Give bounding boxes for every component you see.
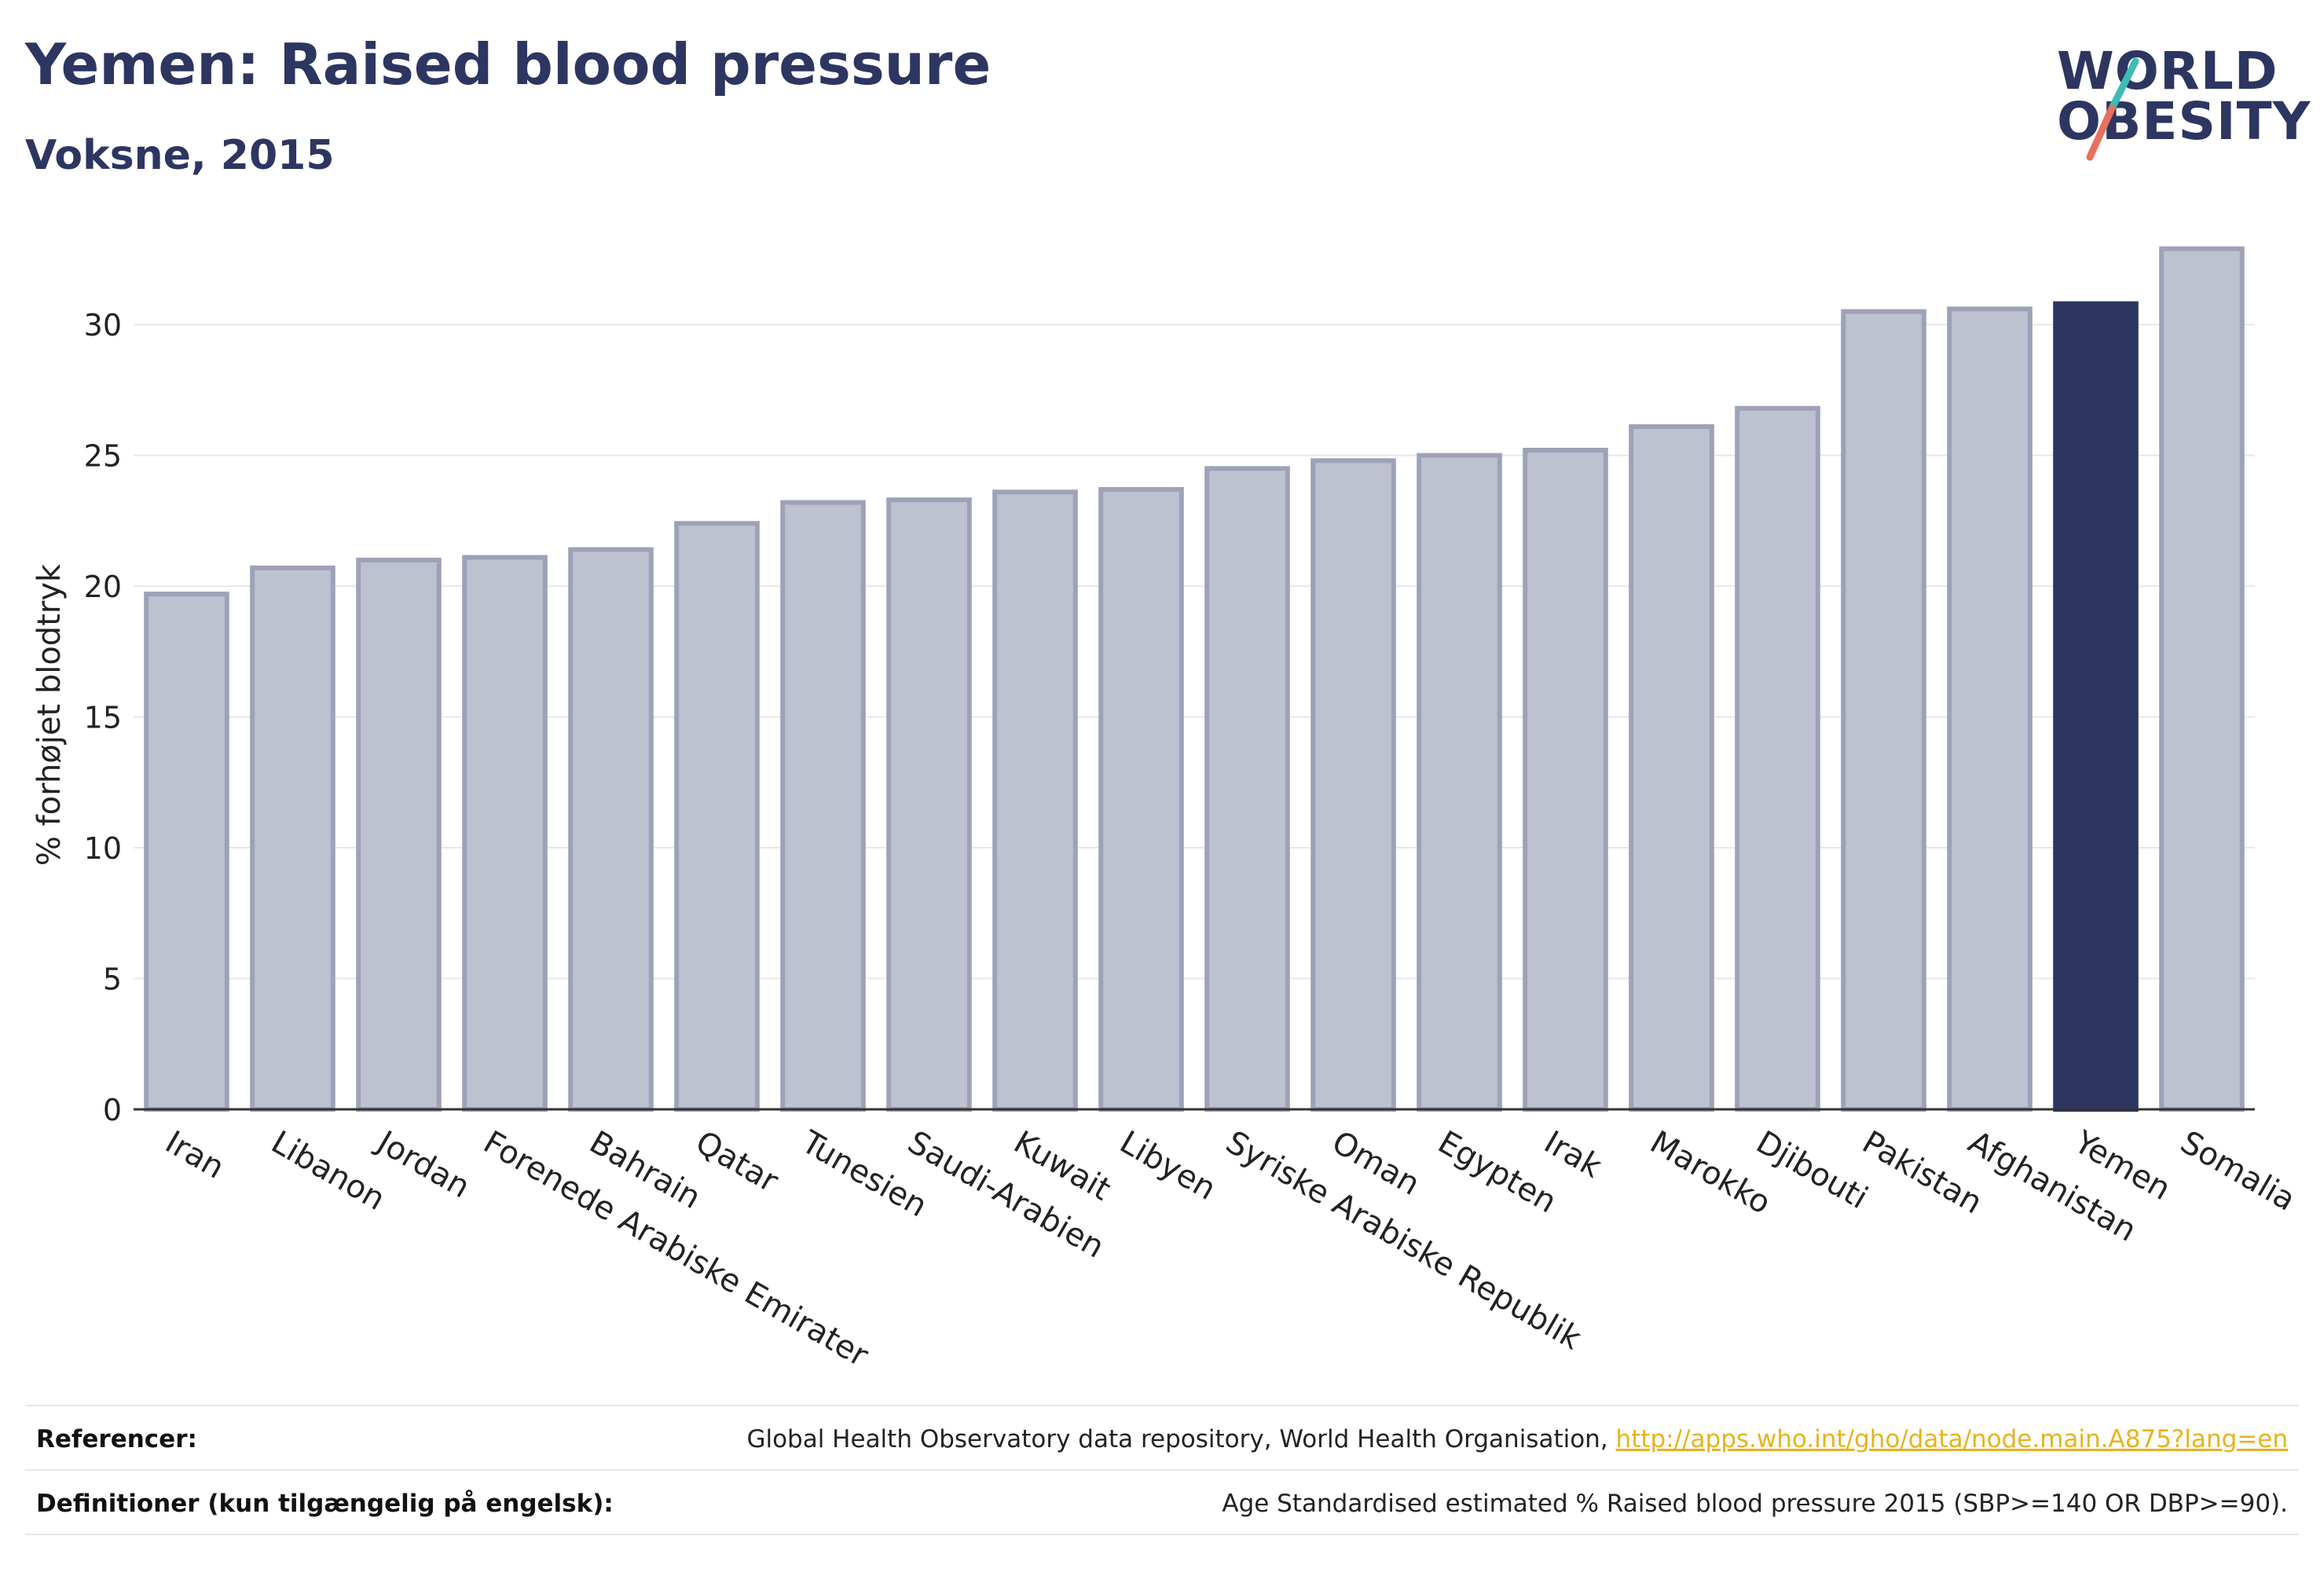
- logo-slash-icon: [2086, 57, 2139, 161]
- y-tick-label: 25: [84, 439, 122, 474]
- bar-somalia[interactable]: [2159, 246, 2245, 1112]
- world-obesity-logo: WORLD OBESITY: [2051, 39, 2310, 165]
- y-tick-label: 15: [84, 701, 122, 735]
- bar-bahrain[interactable]: [568, 547, 654, 1112]
- bar-yemen[interactable]: [2053, 301, 2139, 1112]
- y-tick-label: 20: [84, 570, 122, 604]
- grid-lines: [134, 324, 2255, 980]
- bar-afghanistan[interactable]: [1947, 306, 2033, 1112]
- bar-marokko[interactable]: [1629, 424, 1714, 1112]
- bar-egypten[interactable]: [1417, 453, 1502, 1112]
- bar-pakistan[interactable]: [1841, 309, 1926, 1112]
- references-text: Global Health Observatory data repositor…: [746, 1425, 1616, 1453]
- bar-tunesien[interactable]: [780, 500, 866, 1112]
- x-tick-label: Libanon: [266, 1124, 391, 1218]
- references-label: Referencer:: [36, 1425, 197, 1453]
- definitions-label: Definitioner (kun tilgængelig på engelsk…: [36, 1490, 614, 1518]
- bar-oman[interactable]: [1310, 458, 1396, 1112]
- bar-syriske-arabiske-republik[interactable]: [1204, 466, 1290, 1112]
- x-tick-label: Egypten: [1432, 1124, 1563, 1221]
- bar-kuwait[interactable]: [992, 489, 1078, 1112]
- y-tick-label: 10: [84, 831, 122, 866]
- bar-saudi-arabien[interactable]: [886, 497, 972, 1112]
- chart-subtitle: Voksne, 2015: [25, 132, 335, 179]
- y-axis-label: % forhøjet blodtryk: [31, 563, 68, 866]
- bar-djibouti[interactable]: [1735, 405, 1820, 1112]
- bar-libyen[interactable]: [1098, 486, 1184, 1112]
- logo-line1: WORLD: [2057, 41, 2278, 101]
- bar-libanon[interactable]: [250, 565, 335, 1112]
- bar-forenede-arabiske-emirater[interactable]: [462, 555, 548, 1112]
- definitions-row: Definitioner (kun tilgængelig på engelsk…: [25, 1469, 2299, 1535]
- y-tick-label: 5: [103, 962, 122, 997]
- bar-jordan[interactable]: [356, 557, 442, 1112]
- chart-title: Yemen: Raised blood pressure: [25, 31, 992, 97]
- references-link[interactable]: http://apps.who.int/gho/data/node.main.A…: [1615, 1425, 2288, 1453]
- x-tick-label: Pakistan: [1857, 1124, 1989, 1222]
- bar-qatar[interactable]: [674, 521, 760, 1112]
- x-tick-label: Irak: [1538, 1124, 1608, 1186]
- bar-iran[interactable]: [144, 592, 229, 1112]
- x-tick-label: Marokko: [1644, 1124, 1777, 1222]
- bars: [144, 246, 2245, 1112]
- references-row: Referencer: Global Health Observatory da…: [25, 1405, 2299, 1469]
- y-tick-label: 0: [103, 1093, 122, 1127]
- bar-irak[interactable]: [1523, 447, 1608, 1112]
- x-tick-label: Somalia: [2175, 1124, 2302, 1219]
- references-value: Global Health Observatory data repositor…: [746, 1425, 2288, 1453]
- y-tick-label: 30: [84, 308, 122, 343]
- definitions-text: Age Standardised estimated % Raised bloo…: [1222, 1490, 2288, 1518]
- x-tick-label: Libyen: [1114, 1124, 1222, 1208]
- x-tick-label: Iran: [159, 1124, 231, 1186]
